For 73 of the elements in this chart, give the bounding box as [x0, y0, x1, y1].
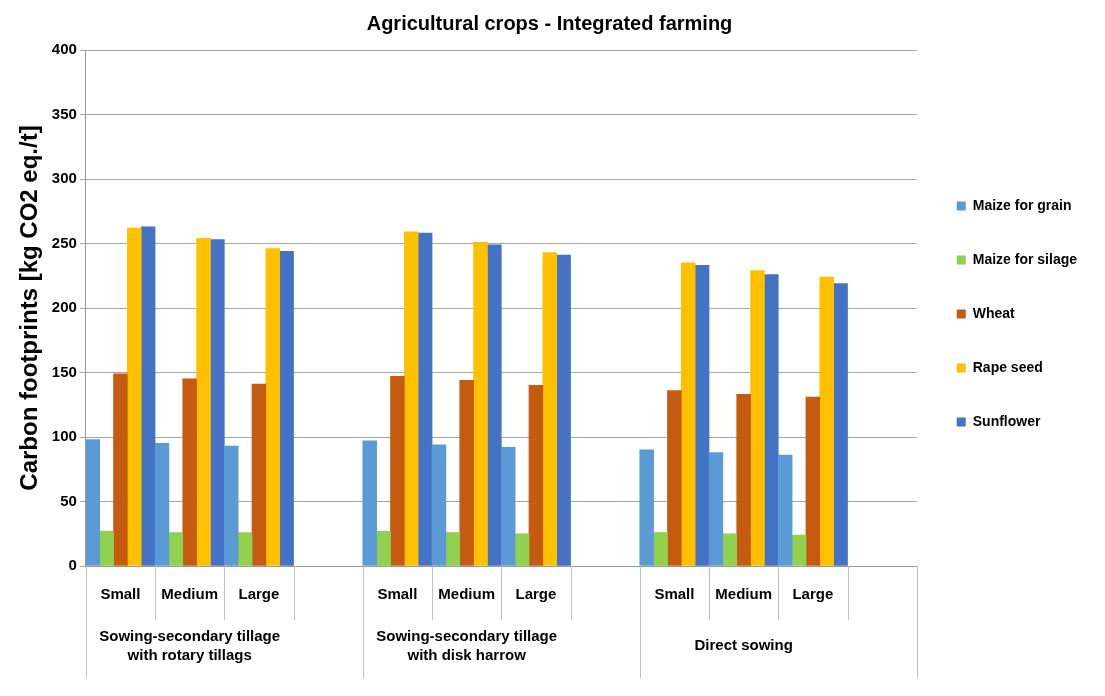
- bar: [223, 445, 239, 566]
- bar: [459, 379, 474, 566]
- x-tick-label: Medium: [715, 585, 772, 603]
- bar: [833, 283, 848, 566]
- x-tick-label: Small: [377, 585, 418, 603]
- bar: [127, 227, 142, 566]
- text: Sowing-secondary tillage with rotary tillags: [99, 626, 281, 663]
- bar: [182, 378, 197, 566]
- y-tick-label: 100: [51, 427, 77, 445]
- bar: [113, 373, 128, 566]
- bar: [791, 534, 807, 566]
- x-tick-label: Large: [515, 585, 557, 603]
- bar: [251, 383, 267, 566]
- bar: [653, 532, 668, 566]
- x-tick-label: Large: [238, 585, 280, 603]
- bar: [279, 250, 294, 566]
- y-tick-label: 150: [51, 362, 77, 380]
- legend-label: Sunflower: [972, 412, 1041, 429]
- bar: [542, 252, 558, 566]
- y-tick-label: 350: [51, 104, 77, 122]
- bar: [708, 452, 724, 566]
- bar: [556, 254, 571, 566]
- y-tick-label: 250: [51, 233, 77, 251]
- bar: [514, 533, 530, 566]
- bar: [404, 231, 419, 566]
- bar: [417, 232, 433, 566]
- bar: [196, 238, 211, 566]
- y-axis-title: Carbon footprints [kg CO2 eq./t]: [15, 125, 43, 491]
- bar: [431, 444, 447, 566]
- bar: [819, 276, 834, 566]
- text: Sowing-secondary tillage with disk harrow: [376, 626, 558, 663]
- bar: [680, 262, 696, 566]
- bar: [445, 532, 461, 566]
- bar: [736, 394, 751, 566]
- x-tick-label: Medium: [161, 585, 219, 603]
- x-tick-label: Medium: [438, 585, 495, 603]
- legend-label: Maize for grain: [972, 196, 1072, 213]
- bar: [487, 244, 502, 566]
- bar: [85, 439, 101, 566]
- bar: [390, 376, 405, 566]
- x-tick-label: Small: [654, 585, 695, 603]
- bar: [805, 396, 821, 566]
- bar: [777, 454, 793, 566]
- bar: [99, 530, 114, 566]
- bar: [764, 274, 779, 566]
- y-tick-label: 200: [51, 298, 77, 316]
- y-tick-label: 0: [68, 556, 77, 574]
- bar: [168, 532, 184, 566]
- bar: [500, 446, 516, 566]
- x-tick-label: Small: [100, 585, 141, 603]
- bar: [694, 265, 710, 566]
- bar: [722, 533, 738, 566]
- legend-label: Wheat: [972, 304, 1016, 321]
- bar: [528, 385, 544, 566]
- bar: [376, 530, 391, 566]
- bar: [667, 390, 682, 566]
- bar: [237, 532, 253, 566]
- bar: [750, 270, 765, 566]
- bar: [265, 248, 281, 566]
- y-tick-label: 300: [51, 169, 77, 187]
- bar: [639, 449, 654, 566]
- bar: [154, 443, 170, 566]
- text: Direct sowing: [694, 636, 793, 654]
- y-tick-label: 400: [51, 40, 77, 58]
- legend-label: Maize for silage: [972, 250, 1078, 267]
- bar: [210, 239, 225, 566]
- bar: [362, 440, 377, 566]
- y-tick-label: 50: [60, 491, 77, 509]
- bar: [140, 226, 156, 566]
- bar: [473, 241, 488, 566]
- legend-label: Rape seed: [972, 358, 1043, 375]
- chart-title: Agricultural crops - Integrated farming: [366, 11, 733, 34]
- x-tick-label: Large: [792, 585, 834, 603]
